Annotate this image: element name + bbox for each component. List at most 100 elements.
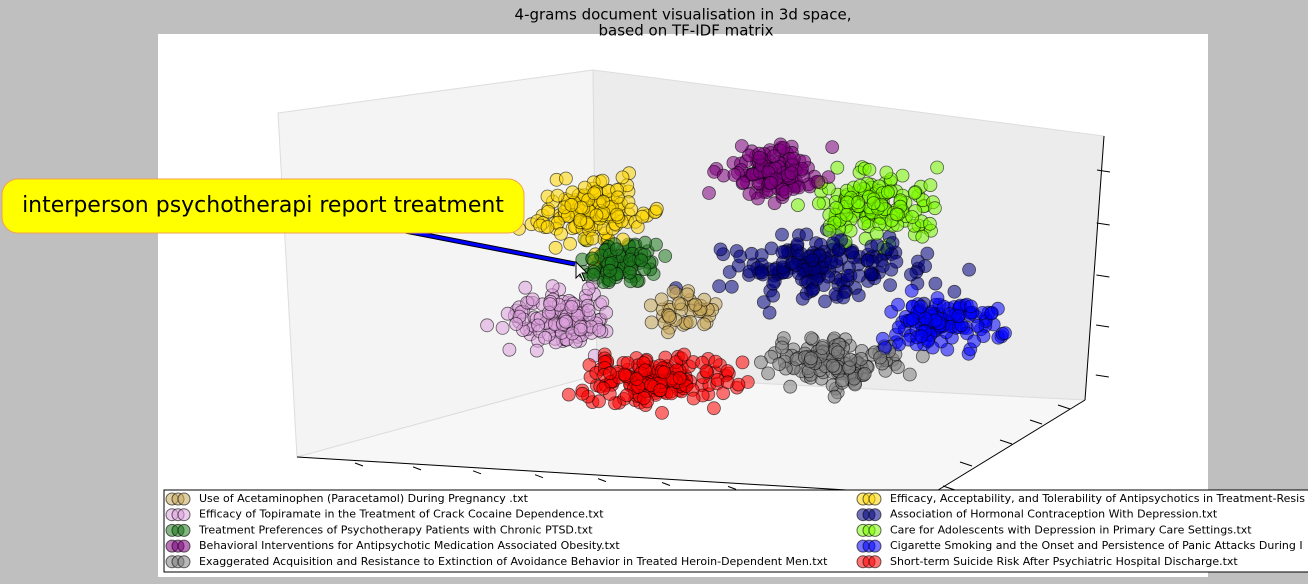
point [860,253,875,268]
point [713,242,728,257]
x-tick [412,466,422,471]
point [998,326,1012,341]
legend-label: Use of Acetaminophen (Paracetamol) Durin… [199,492,529,505]
point [827,389,842,404]
point [654,292,669,307]
point [752,150,767,165]
point [540,220,555,234]
x-tick [534,474,544,479]
point [610,190,625,205]
point [824,255,838,270]
point [761,366,775,381]
chart-title: 4-grams document visualisation in 3d spa… [515,6,852,24]
point [962,262,976,277]
point [928,276,943,291]
x-tick [354,462,364,467]
z-tick [1096,324,1110,328]
point [762,305,777,320]
point [495,320,510,335]
point [822,223,837,238]
point [643,298,658,313]
point [843,352,858,367]
point [742,264,757,279]
point [592,323,607,337]
point [784,166,799,180]
point [672,370,687,385]
legend-label: Efficacy of Topiramate in the Treatment … [199,508,604,521]
point [559,314,573,329]
point [845,245,860,260]
point [565,185,580,200]
point [826,358,840,373]
point [904,267,918,282]
point [509,317,523,331]
point [603,366,617,381]
point [564,198,579,212]
point [772,357,787,372]
point [525,292,540,307]
point [804,351,818,366]
point [649,201,664,216]
point [587,186,602,201]
x-tick [661,482,671,486]
point [731,377,746,392]
point [930,291,945,305]
point [617,367,632,382]
point [589,208,604,223]
point [702,186,716,200]
point [766,149,781,164]
point [902,367,917,382]
x-tick [597,478,607,483]
point [644,315,659,330]
point [799,227,814,242]
point [683,314,698,329]
annotation-text: interperson psychotherapi report treatme… [22,193,504,218]
point [775,227,789,242]
point [596,381,611,396]
point [543,297,557,312]
point [851,195,866,210]
y-tick [1029,419,1043,425]
point [830,160,845,175]
point [947,284,962,299]
point [889,207,904,222]
legend-marker [177,539,191,553]
point [573,213,588,227]
point [500,306,515,321]
point [548,240,563,255]
point [561,387,576,402]
arrow [394,227,576,266]
point [615,170,630,185]
x-tick [472,470,482,475]
point [811,174,826,189]
point [804,331,819,346]
point [795,291,810,306]
point [575,386,590,401]
point [585,251,600,266]
point [622,265,637,280]
point [699,364,714,379]
annotation-box [1,178,525,234]
point [754,265,769,280]
point [879,165,894,180]
point [596,194,611,209]
point [829,201,844,215]
point [662,308,676,323]
point [951,309,966,324]
point [889,254,904,269]
point [531,318,545,333]
point [923,178,938,193]
point [581,281,596,296]
point [734,139,749,153]
point [742,187,757,201]
point [564,300,579,314]
point [915,229,930,244]
point [775,340,789,355]
legend: Use of Acetaminophen (Paracetamol) Durin… [163,489,1308,573]
point [480,318,495,333]
point [554,226,568,241]
legend-label: Efficacy, Acceptability, and Tolerabilit… [890,492,1305,505]
point [707,401,721,416]
legend-marker [868,555,882,569]
legend-marker [177,555,191,569]
